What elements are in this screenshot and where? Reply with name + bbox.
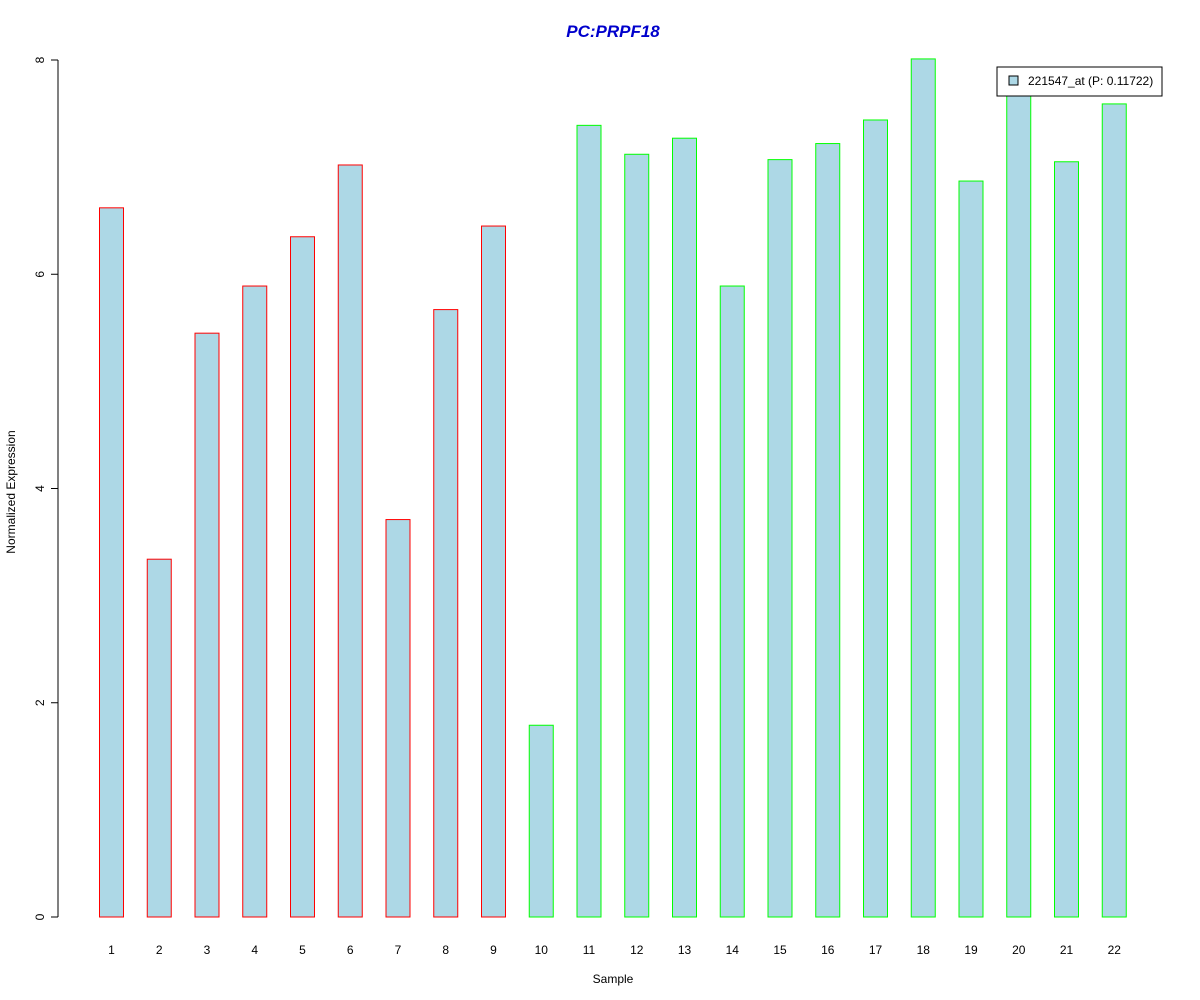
- x-tick-label: 11: [583, 943, 596, 957]
- x-tick-label: 20: [1012, 943, 1026, 957]
- bar-sample-2: [146, 558, 172, 918]
- x-tick-label: 5: [299, 943, 306, 957]
- bar-sample-19: [958, 180, 984, 918]
- x-tick-label: 8: [442, 943, 449, 957]
- legend-label: 221547_at (P: 0.11722): [1028, 74, 1153, 88]
- chart-title: PC:PRPF18: [566, 22, 660, 41]
- x-tick-label: 4: [251, 943, 258, 957]
- bar-sample-6: [337, 164, 363, 918]
- y-tick-label: 4: [33, 485, 47, 492]
- x-tick-label: 17: [869, 943, 883, 957]
- bar-sample-5: [290, 236, 315, 918]
- bar-sample-4: [242, 285, 268, 918]
- bar-sample-18: [910, 58, 936, 918]
- bar-sample-1: [99, 207, 124, 918]
- x-tick-label: 1: [108, 943, 115, 957]
- bar-sample-11: [576, 124, 602, 918]
- bar-sample-21: [1054, 161, 1079, 918]
- x-tick-label: 7: [395, 943, 402, 957]
- x-tick-label: 13: [678, 943, 692, 957]
- y-tick-label: 0: [33, 913, 47, 920]
- bar-sample-17: [863, 119, 888, 918]
- bar-sample-12: [624, 153, 650, 918]
- x-tick-label: 10: [535, 943, 549, 957]
- x-tick-label: 14: [726, 943, 740, 957]
- x-tick-label: 18: [917, 943, 931, 957]
- x-tick-label: 3: [204, 943, 211, 957]
- bars: [99, 58, 1127, 918]
- bar-sample-8: [433, 309, 459, 918]
- x-tick-label: 19: [964, 943, 978, 957]
- bar-sample-22: [1101, 103, 1127, 918]
- x-tick-label: 22: [1108, 943, 1122, 957]
- legend-box: [996, 66, 1163, 97]
- x-tick-label: 2: [156, 943, 163, 957]
- legend-swatch: [1008, 75, 1019, 86]
- bar-sample-16: [815, 143, 841, 918]
- y-tick-label: 2: [33, 699, 47, 706]
- bar-sample-7: [385, 519, 411, 918]
- bar-sample-10: [528, 724, 554, 918]
- bar-sample-15: [767, 159, 793, 918]
- bar-sample-20: [1006, 89, 1032, 918]
- x-axis-label: Sample: [593, 972, 634, 986]
- legend: 221547_at (P: 0.11722): [996, 66, 1163, 97]
- y-axis-label: Normalized Expression: [4, 430, 18, 553]
- bar-sample-3: [194, 332, 220, 918]
- y-tick-label: 8: [33, 56, 47, 63]
- x-tick-label: 16: [821, 943, 835, 957]
- x-tick-label: 15: [773, 943, 787, 957]
- x-tick-label: 6: [347, 943, 354, 957]
- bar-sample-13: [672, 137, 697, 918]
- x-tick-label: 9: [490, 943, 497, 957]
- bar-sample-9: [481, 225, 506, 918]
- x-tick-label: 21: [1060, 943, 1074, 957]
- bar-sample-14: [719, 285, 745, 918]
- y-axis: 0 2 4 6 8: [33, 56, 59, 920]
- y-tick-label: 6: [33, 271, 47, 278]
- x-tick-labels: 1 2 3 4 5 6 7 8 9 10 11 12 13 14 15 16 17 18 19 20 21 22: [108, 943, 1121, 957]
- x-tick-label: 12: [630, 943, 644, 957]
